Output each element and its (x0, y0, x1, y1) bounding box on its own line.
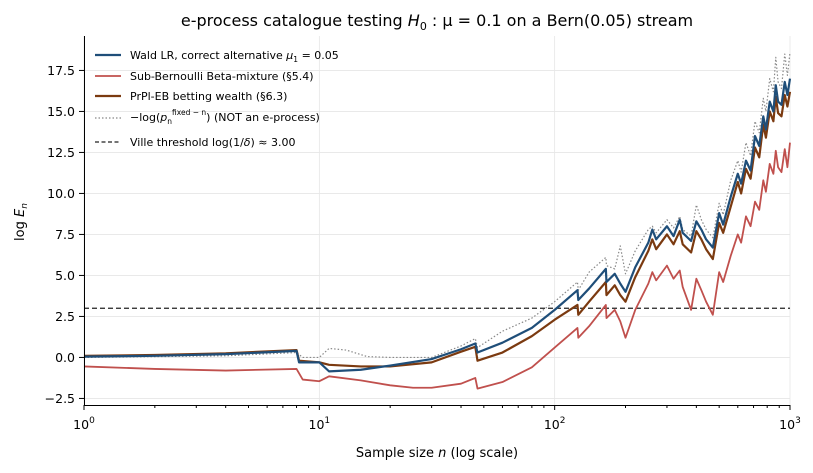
legend-item-beta-mixture: Sub-Bernoulli Beta-mixture (§5.4) (95, 70, 314, 83)
legend-label-betting: PrPl-EB betting wealth (§6.3) (130, 90, 287, 103)
x-tick-label: 103 (779, 416, 801, 432)
legend-label-beta-mixture: Sub-Bernoulli Beta-mixture (§5.4) (130, 70, 314, 83)
y-tick-label: 15.0 (47, 104, 75, 119)
y-tick-label: 17.5 (47, 63, 75, 78)
legend-label-ville-threshold: Ville threshold log(1/δ) ≈ 3.00 (130, 136, 296, 149)
title-math-h: H (408, 11, 420, 30)
y-axis-ticks: −2.5 0.0 2.5 5.0 7.5 10.0 12.5 15.0 17.5 (45, 63, 84, 406)
y-tick-label: 0.0 (55, 350, 75, 365)
legend-item-fixed-n: −log(pnfixed − n) (NOT an e-process) (95, 108, 320, 126)
series-layer (83, 52, 792, 390)
y-tick-label: −2.5 (45, 391, 75, 406)
y-tick-label: 12.5 (47, 145, 75, 160)
x-axis-label: Sample size n (log scale) (356, 446, 518, 461)
x-tick-label: 100 (73, 416, 95, 432)
y-tick-label: 10.0 (47, 186, 75, 201)
legend-label-wald: Wald LR, correct alternative μ1 = 0.05 (130, 49, 339, 64)
series-line-betting (83, 91, 792, 368)
title-post: on a Bern(0.05) stream (502, 11, 694, 30)
y-axis-label: log En (13, 203, 30, 241)
x-tick-label: 101 (309, 416, 331, 432)
x-tick-label: 102 (544, 416, 566, 432)
series-line-fixed-n (83, 52, 791, 359)
legend-item-ville-threshold: Ville threshold log(1/δ) ≈ 3.00 (95, 136, 296, 149)
legend: Wald LR, correct alternative μ1 = 0.05 S… (95, 49, 339, 149)
title-math-sub: 0 (420, 20, 427, 33)
legend-label-fixed-n: −log(pnfixed − n) (NOT an e-process) (130, 108, 320, 126)
chart-title: e-process catalogue testing H0 : μ = 0.1… (181, 11, 693, 33)
y-tick-label: 7.5 (55, 227, 75, 242)
y-tick-label: 5.0 (55, 268, 75, 283)
series-line-wald (83, 78, 792, 373)
legend-item-betting: PrPl-EB betting wealth (§6.3) (95, 90, 287, 103)
x-axis-ticks: 100 101 102 103 (73, 405, 801, 432)
legend-item-wald: Wald LR, correct alternative μ1 = 0.05 (95, 49, 339, 64)
title-math-rest: : μ = 0.1 (427, 11, 502, 30)
y-tick-label: 2.5 (55, 309, 75, 324)
series-line-beta-mixture (83, 142, 791, 390)
